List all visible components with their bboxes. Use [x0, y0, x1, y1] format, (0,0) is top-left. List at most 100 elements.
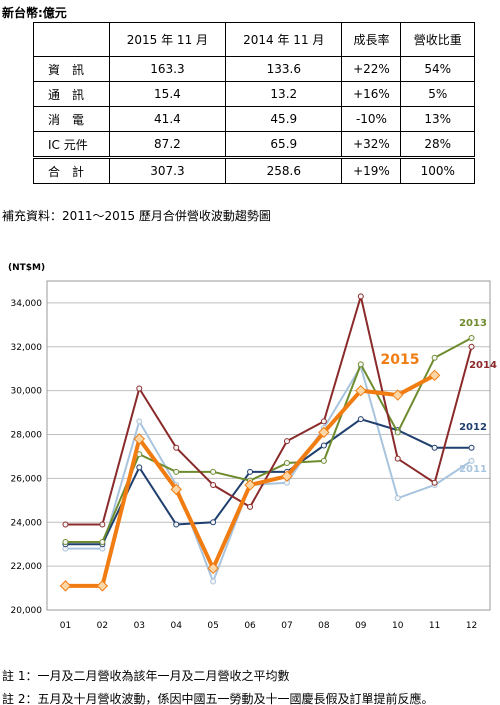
- marker: [173, 521, 180, 528]
- marker: [281, 470, 293, 482]
- table-cell: 41.4: [108, 106, 227, 132]
- y-tick-label: 22,000: [11, 562, 43, 572]
- header-cell: [33, 22, 110, 57]
- marker: [62, 521, 69, 528]
- marker: [468, 343, 475, 350]
- marker: [136, 418, 143, 425]
- table-cell: 258.6: [225, 156, 343, 184]
- marker: [357, 361, 364, 368]
- header-cell: 2014 年 11 月: [225, 22, 343, 57]
- marker: [394, 429, 401, 436]
- series-line: [65, 365, 473, 583]
- marker: [96, 580, 109, 592]
- x-tick-label: 01: [60, 621, 71, 631]
- table-row: 合 計 307.3 258.6 +19% 100%: [33, 156, 475, 184]
- table-cell: 54%: [400, 56, 475, 82]
- marker: [394, 495, 401, 502]
- x-tick-label: 04: [170, 621, 182, 631]
- table-cell: 133.6: [225, 56, 343, 82]
- marker: [283, 438, 290, 445]
- series-label: 2015: [381, 352, 420, 368]
- x-tick-label: 10: [392, 621, 404, 631]
- series-label: 2013: [459, 318, 487, 329]
- marker: [210, 481, 217, 488]
- marker: [244, 479, 256, 491]
- y-tick-label: 30,000: [11, 387, 43, 397]
- table-cell: 87.2: [108, 131, 227, 158]
- x-tick-label: 11: [429, 621, 440, 631]
- marker: [320, 457, 327, 464]
- table-cell: +32%: [341, 131, 402, 158]
- table-cell: 合 計: [33, 156, 110, 184]
- x-tick-label: 02: [97, 621, 108, 631]
- series-line: [65, 295, 473, 526]
- marker: [62, 539, 69, 546]
- series-line: [65, 337, 473, 544]
- header-row: 2015 年 11 月 2014 年 11 月成長率 營收比重: [33, 22, 475, 57]
- marker: [468, 457, 475, 464]
- table-cell: 45.9: [225, 106, 343, 132]
- table-cell: +22%: [341, 56, 402, 82]
- unit-label: 新台幣:億元: [2, 6, 67, 20]
- x-tick-label: 09: [355, 621, 367, 631]
- y-tick-label: 34,000: [11, 299, 43, 309]
- table-cell: -10%: [341, 106, 402, 132]
- marker: [320, 442, 327, 449]
- marker: [173, 444, 180, 451]
- marker: [133, 433, 145, 445]
- x-tick-label: 07: [281, 621, 292, 631]
- marker: [468, 335, 475, 342]
- marker: [394, 455, 401, 462]
- marker: [210, 468, 217, 475]
- table-row: IC 元件 87.2 65.9 +32% 28%: [33, 131, 475, 158]
- header-cell: 2015 年 11 月: [108, 22, 227, 57]
- x-tick-label: 03: [134, 621, 145, 631]
- marker: [428, 369, 441, 382]
- marker: [318, 426, 330, 439]
- marker: [392, 389, 404, 401]
- marker: [210, 519, 217, 526]
- y-tick-label: 20,000: [11, 606, 43, 616]
- chart: (NT$M) 20,000 22,000 24,000 26,000 28,000 30,0…: [8, 263, 497, 631]
- marker: [431, 444, 438, 451]
- marker: [136, 464, 143, 471]
- table-cell: 28%: [400, 131, 475, 158]
- table-cell: 13%: [400, 106, 475, 132]
- table-cell: +19%: [341, 156, 402, 184]
- marker: [247, 468, 254, 475]
- table-cell: 65.9: [225, 131, 343, 158]
- marker: [431, 354, 438, 361]
- table-row: 消 電 41.4 45.9 -10% 13%: [33, 106, 475, 132]
- series-label: 2012: [459, 422, 487, 433]
- marker: [247, 503, 254, 510]
- table-cell: +16%: [341, 81, 402, 107]
- series-label: 2011: [459, 464, 487, 475]
- x-tick-label: 05: [207, 621, 218, 631]
- table-cell: 307.3: [108, 156, 227, 184]
- marker: [357, 293, 364, 300]
- marker: [283, 460, 290, 467]
- marker: [59, 580, 72, 592]
- marker: [99, 521, 106, 528]
- table-cell: 5%: [400, 81, 475, 107]
- marker: [173, 468, 180, 475]
- marker: [170, 483, 182, 496]
- table-cell: 163.3: [108, 56, 227, 82]
- section-title: 補充資料：2011～2015 歷月合併營收波動趨勢圖: [2, 209, 271, 223]
- marker: [136, 385, 143, 392]
- table-row: 資 訊 163.3 133.6 +22% 54%: [33, 56, 475, 82]
- y-tick-label: 26,000: [11, 474, 43, 484]
- header-cell: 營收比重: [400, 22, 475, 57]
- marker: [320, 418, 327, 425]
- marker: [468, 444, 475, 451]
- marker: [99, 539, 106, 546]
- marker: [210, 578, 217, 585]
- x-tick-label: 08: [318, 621, 330, 631]
- marker: [431, 479, 438, 486]
- marker: [355, 384, 367, 397]
- y-tick-label: 32,000: [11, 343, 43, 353]
- marker: [357, 416, 364, 423]
- note: 註 2：五月及十月營收波動，係因中國五一勞動及十一國慶長假及訂單提前反應。: [2, 692, 434, 705]
- y-axis-label: (NT$M): [8, 263, 45, 273]
- y-tick-label: 28,000: [11, 431, 43, 441]
